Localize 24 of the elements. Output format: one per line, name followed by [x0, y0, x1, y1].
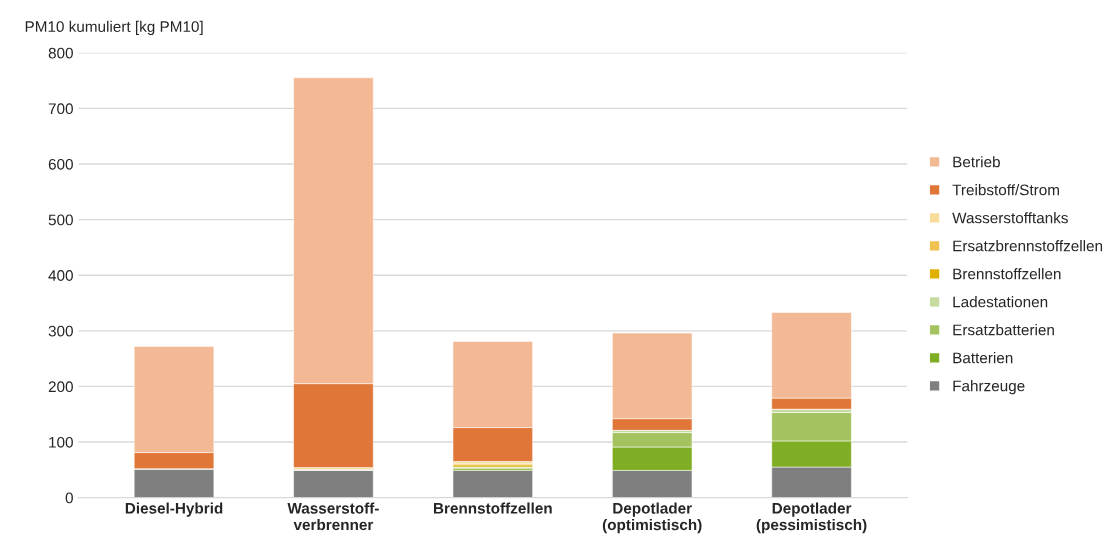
- legend-label: Ersatzbrennstoffzellen: [953, 240, 1103, 252]
- x-tick-label: Depotlader (pessimistisch): [756, 502, 867, 534]
- legend-label: Fahrzeuge: [953, 380, 1025, 395]
- legend-label: Wasserstofftanks: [952, 212, 1068, 224]
- x-tick-label: Depotlader (optimistisch): [602, 502, 702, 534]
- y-tick-label: 700: [48, 103, 73, 115]
- x-tick-label: Brennstoffzellen: [433, 502, 552, 514]
- x-tick-label: Wasserstoff- verbrenner: [287, 502, 379, 531]
- legend-label: Brennstoffzellen: [953, 268, 1061, 280]
- y-tick-label: 500: [48, 214, 73, 226]
- x-tick-label: Diesel-Hybrid: [125, 502, 223, 517]
- legend-label: Betrieb: [953, 156, 1000, 168]
- legend-label: Treibstoff/Strom: [952, 184, 1059, 196]
- y-tick-label: 300: [48, 325, 73, 337]
- legend-label: Ersatzbatterien: [953, 324, 1054, 336]
- y-tick-label: 800: [48, 47, 73, 59]
- y-tick-label: 200: [48, 381, 73, 393]
- legend-label: Ladestationen: [953, 296, 1048, 308]
- y-tick-label: 600: [48, 158, 73, 170]
- legend-label: Batterien: [953, 352, 1013, 364]
- y-tick-label: 400: [48, 270, 73, 281]
- y-axis-title: PM10 kumuliert [kg PM10]: [25, 20, 203, 36]
- y-tick-label: 0: [65, 492, 73, 504]
- y-tick-label: 100: [49, 436, 73, 448]
